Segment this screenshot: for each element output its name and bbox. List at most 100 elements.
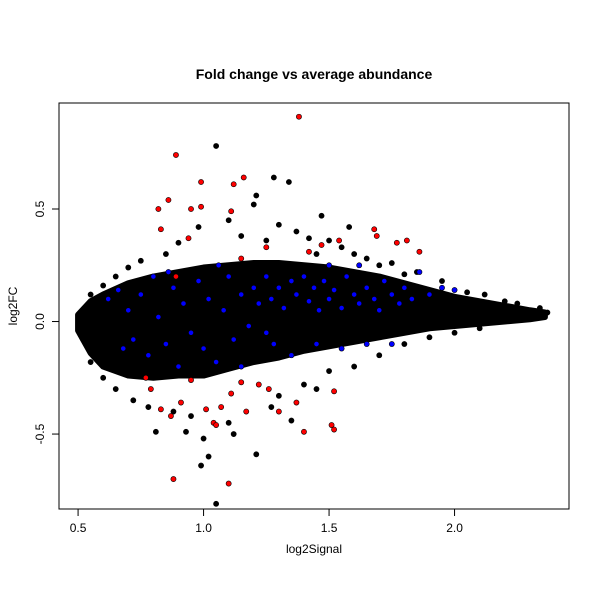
data-point	[170, 284, 177, 291]
data-point	[376, 262, 383, 269]
data-point	[250, 201, 257, 208]
data-point	[373, 233, 380, 239]
x-tick-label: 2.0	[446, 521, 463, 535]
chart-title: Fold change vs average abundance	[196, 66, 433, 82]
data-point	[388, 260, 395, 266]
data-point	[288, 417, 295, 424]
data-point	[173, 152, 179, 158]
axes: 0.5 1.0 1.5 2.0 -0.5 0.0 0.5	[33, 200, 463, 535]
data-point	[338, 345, 345, 352]
data-point	[275, 392, 282, 399]
data-point	[245, 323, 252, 329]
data-point	[238, 291, 245, 298]
data-point	[263, 273, 270, 280]
data-point	[255, 300, 262, 307]
data-point	[426, 334, 433, 341]
y-tick-label: -0.5	[33, 423, 47, 444]
data-point	[388, 341, 395, 347]
data-point	[416, 248, 423, 255]
data-point	[243, 408, 250, 415]
data-point	[175, 239, 182, 246]
data-point	[213, 359, 220, 365]
data-point	[293, 291, 300, 298]
data-point	[426, 291, 433, 298]
data-point	[268, 404, 275, 410]
data-point	[316, 307, 322, 314]
data-point	[163, 251, 169, 257]
data-point	[403, 237, 410, 244]
data-point	[203, 406, 209, 413]
plot-marks	[75, 113, 551, 507]
dense-point-cloud	[75, 260, 548, 381]
data-point	[263, 237, 270, 244]
data-point	[401, 271, 408, 278]
data-point	[481, 291, 488, 298]
data-point	[198, 179, 204, 185]
data-point	[338, 305, 345, 311]
data-point	[147, 386, 154, 392]
data-point	[275, 221, 282, 228]
data-point	[388, 291, 395, 298]
data-point	[321, 278, 327, 284]
data-point	[313, 341, 320, 347]
data-point	[120, 345, 127, 352]
data-point	[286, 179, 292, 185]
data-point	[301, 428, 307, 435]
y-tick-label: 0.0	[33, 313, 47, 330]
data-point	[87, 359, 94, 365]
data-point	[100, 374, 107, 381]
data-point	[318, 242, 325, 248]
data-point	[105, 296, 112, 302]
data-point	[536, 305, 543, 311]
data-point	[195, 278, 202, 284]
data-point	[87, 291, 94, 298]
data-point	[198, 203, 204, 210]
data-point	[205, 296, 212, 302]
data-point	[168, 413, 174, 419]
data-point	[346, 224, 353, 230]
data-point	[265, 386, 272, 392]
series-all	[80, 143, 551, 507]
data-point	[218, 404, 225, 410]
data-point	[178, 399, 184, 406]
data-point	[195, 224, 202, 230]
data-point	[253, 192, 260, 199]
data-point	[230, 431, 237, 437]
data-point	[170, 408, 177, 415]
data-point	[381, 278, 388, 284]
data-point	[125, 264, 132, 271]
data-point	[225, 419, 232, 426]
data-point	[306, 235, 312, 242]
data-point	[142, 374, 149, 381]
data-point	[371, 226, 378, 233]
data-point	[145, 404, 152, 410]
data-point	[213, 422, 220, 428]
data-point	[198, 462, 204, 469]
data-point	[326, 296, 332, 302]
data-point	[476, 325, 483, 332]
data-point	[288, 278, 295, 284]
data-point	[145, 352, 152, 359]
data-point	[293, 399, 300, 406]
data-point	[376, 307, 383, 314]
data-point	[351, 291, 358, 298]
data-point	[275, 284, 282, 291]
data-point	[313, 251, 320, 257]
data-point	[351, 251, 358, 257]
plot-frame	[58, 102, 570, 510]
data-point	[112, 386, 119, 392]
data-point	[238, 233, 245, 239]
data-point	[280, 305, 287, 311]
data-point	[180, 300, 187, 307]
data-point	[275, 408, 282, 415]
data-point	[200, 435, 207, 442]
data-point	[451, 287, 458, 293]
data-point	[173, 273, 179, 280]
data-point	[188, 206, 194, 212]
data-point	[130, 397, 137, 404]
data-point	[130, 336, 137, 343]
data-point	[188, 329, 194, 336]
data-point	[250, 284, 257, 291]
data-point	[263, 244, 270, 251]
